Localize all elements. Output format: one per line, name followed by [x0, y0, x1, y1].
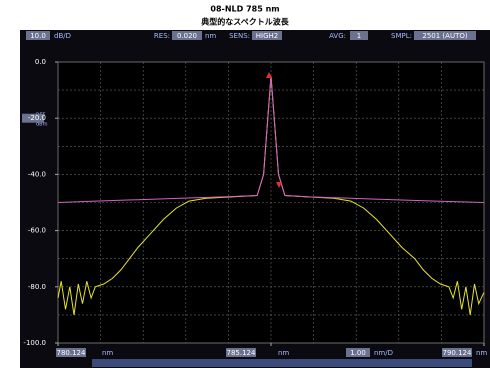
y-tick-label: -20.0	[28, 114, 46, 122]
y-tick-label: -80.0	[28, 283, 46, 291]
scale-unit: dB/D	[54, 32, 71, 40]
value-box	[350, 31, 368, 40]
value-box	[442, 348, 472, 357]
soft-key-bar	[92, 359, 472, 367]
res-label: RES:	[154, 32, 170, 40]
marker	[276, 182, 282, 188]
center-unit: nm	[278, 349, 289, 357]
title: 08-NLD 785 nm	[210, 5, 279, 14]
x-tick-label: 780.124	[57, 349, 86, 357]
value-box	[252, 31, 282, 40]
x-tick-label: 790.124	[443, 349, 472, 357]
y-tick-label: -100.0	[23, 339, 46, 347]
ref-unit: dBm	[36, 122, 48, 128]
res-unit: nm	[205, 32, 216, 40]
value-box	[226, 348, 256, 357]
value-box	[56, 348, 86, 357]
soft-keys	[92, 359, 472, 367]
avg-value: 1	[357, 32, 361, 40]
value-box	[414, 31, 476, 40]
start-unit: nm	[102, 349, 113, 357]
value-box	[346, 348, 370, 357]
avg-label: AVG:	[329, 32, 346, 40]
value-box	[172, 31, 202, 40]
smpl-label: SMPL:	[391, 32, 412, 40]
span-unit: nm/D	[374, 349, 393, 357]
subtitle: 典型的なスペクトル波長	[201, 17, 289, 27]
y-tick-label: -60.0	[28, 227, 46, 235]
sens-value: HIGH2	[256, 32, 278, 40]
marker	[266, 72, 272, 78]
span-value: 1.00	[350, 349, 366, 357]
smpl-value: 2501 (AUTO)	[422, 32, 467, 40]
x-tick-label: 785.124	[227, 349, 256, 357]
y-tick-label: -40.0	[28, 170, 46, 178]
stop-unit: nm	[476, 349, 487, 357]
res-value: 0.020	[177, 32, 197, 40]
y-tick-label: 0.0	[35, 58, 46, 66]
tick-highlight	[22, 113, 44, 123]
scale-value: 10.0	[30, 32, 46, 40]
sens-label: SENS:	[229, 32, 250, 40]
value-box	[26, 31, 50, 40]
